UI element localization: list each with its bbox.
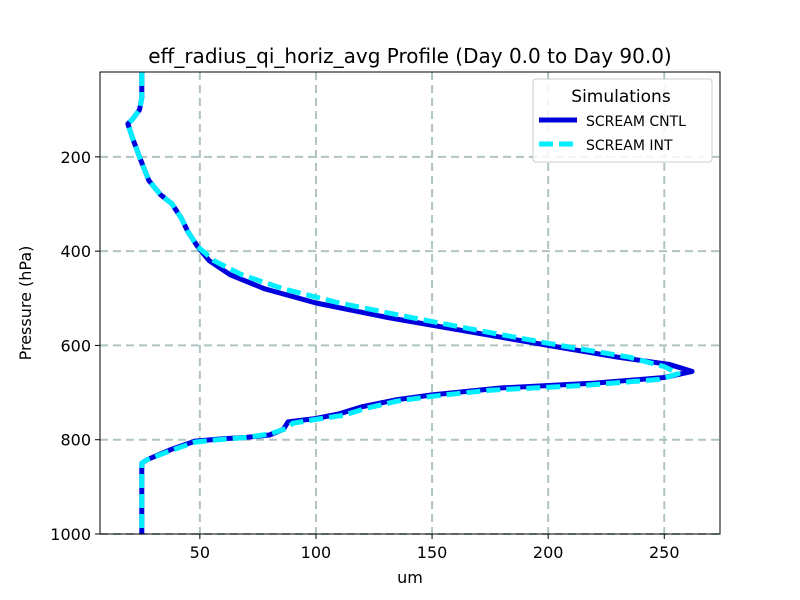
x-tick-label: 200	[533, 543, 564, 562]
y-tick-label: 800	[60, 431, 91, 450]
legend-label-scream-int: SCREAM INT	[586, 138, 673, 154]
y-axis: 200 400 600 800 1000	[50, 148, 100, 544]
grid	[100, 72, 720, 535]
x-tick-label: 150	[417, 543, 448, 562]
x-axis: 50 100 150 200 250	[190, 534, 680, 562]
plot-frame	[99, 71, 721, 535]
x-tick-label: 100	[301, 543, 332, 562]
series-layer	[125, 72, 695, 534]
y-tick-label: 600	[60, 336, 91, 355]
x-tick-label: 50	[190, 543, 210, 562]
y-axis-label: Pressure (hPa)	[16, 246, 35, 361]
y-tick-label: 400	[60, 242, 91, 261]
chart-title: eff_radius_qi_horiz_avg Profile (Day 0.0…	[148, 44, 671, 68]
legend: Simulations SCREAM CNTL SCREAM INT	[532, 78, 713, 163]
series-line-scream-int	[125, 72, 681, 534]
x-axis-label: um	[397, 568, 423, 587]
legend-box	[532, 78, 713, 163]
legend-label-scream-cntl: SCREAM CNTL	[586, 114, 686, 130]
x-tick-label: 250	[649, 543, 680, 562]
y-tick-label: 1000	[50, 525, 91, 544]
legend-title: Simulations	[571, 87, 671, 107]
y-tick-label: 200	[60, 148, 91, 167]
